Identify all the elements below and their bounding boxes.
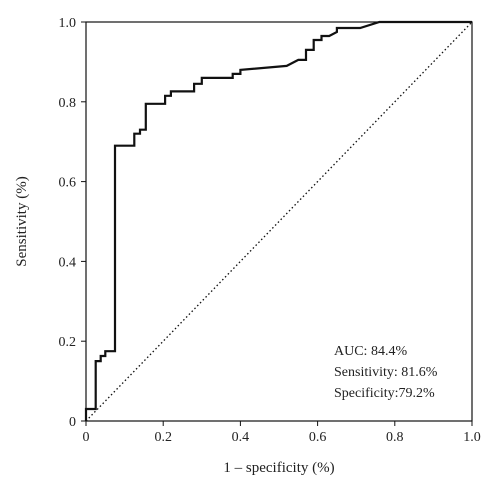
x-tick-label: 0.8 [386,430,404,445]
annotation-specificity: Specificity:79.2% [334,386,435,401]
reference-diagonal-line [85,21,473,422]
x-tick-label: 0.4 [232,430,250,445]
y-tick-label: 0.4 [59,255,77,270]
y-axis-label: Sensitivity (%) [14,176,30,266]
x-tick-label: 1.0 [463,430,481,445]
y-tick-label: 1.0 [59,16,77,31]
x-axis-ticks: 0 0.2 0.4 0.6 0.8 1.0 [83,421,481,445]
x-axis-label: 1 – specificity (%) [223,460,334,476]
x-tick-label: 0 [83,430,90,445]
annotation-auc: AUC: 84.4% [334,344,407,359]
y-tick-label: 0.2 [59,335,77,350]
plot-frame [85,21,473,422]
series-layer [84,20,473,422]
y-tick-label: 0.8 [59,96,77,111]
x-tick-label: 0.6 [309,430,327,445]
roc-curve-line [84,20,472,421]
x-tick-label: 0.2 [154,430,172,445]
y-tick-label: 0.6 [59,176,77,191]
y-axis-ticks: 0 0.2 0.4 0.6 0.8 1.0 [59,16,86,430]
y-tick-label: 0 [69,415,76,430]
annotation-sensitivity: Sensitivity: 81.6% [334,365,438,380]
